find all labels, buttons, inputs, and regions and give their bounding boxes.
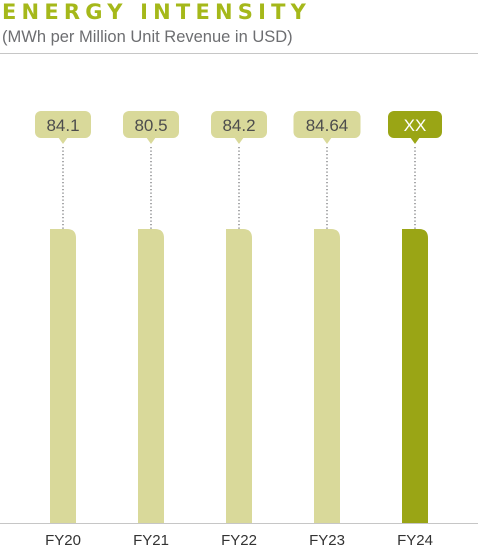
data-label-pointer-fy24 xyxy=(410,137,420,144)
data-label-bubble-fy23 xyxy=(293,111,361,138)
bar-fy21 xyxy=(138,229,164,523)
data-label-fy21: 80.5 xyxy=(134,116,167,135)
data-label-bubble-fy22 xyxy=(211,111,267,138)
data-label-pointer-fy22 xyxy=(234,137,244,144)
x-tick-label-fy22: FY22 xyxy=(221,532,257,548)
data-label-fy20: 84.1 xyxy=(46,116,79,135)
bar-fy22 xyxy=(226,229,252,523)
x-tick-label-fy21: FY21 xyxy=(133,532,169,548)
x-tick-label-fy20: FY20 xyxy=(45,532,81,548)
data-label-bubble-fy20 xyxy=(35,111,91,138)
data-label-fy24: XX xyxy=(404,116,427,135)
title-divider xyxy=(0,53,478,54)
bar-fy20 xyxy=(50,229,76,523)
data-label-pointer-fy23 xyxy=(322,137,332,144)
bar-fy23 xyxy=(314,229,340,523)
data-label-fy23: 84.64 xyxy=(306,116,349,135)
data-label-fy22: 84.2 xyxy=(222,116,255,135)
data-label-pointer-fy21 xyxy=(146,137,156,144)
bar-fy24 xyxy=(402,229,428,523)
x-tick-label-fy23: FY23 xyxy=(309,532,345,548)
data-label-pointer-fy20 xyxy=(58,137,68,144)
chart-title: ENERGY INTENSITY xyxy=(2,0,312,24)
data-label-bubble-fy21 xyxy=(123,111,179,138)
chart-subtitle: (MWh per Million Unit Revenue in USD) xyxy=(2,28,293,46)
data-label-bubble-fy24 xyxy=(388,111,442,138)
x-tick-label-fy24: FY24 xyxy=(397,532,433,548)
